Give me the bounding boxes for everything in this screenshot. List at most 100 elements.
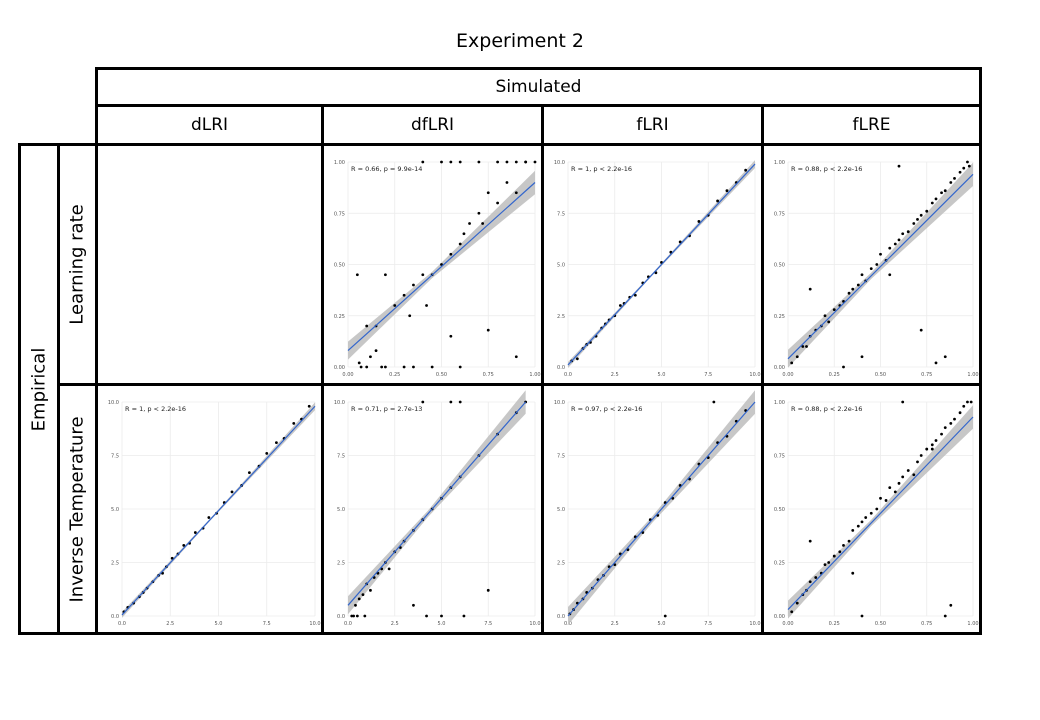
- confidence-band: [348, 390, 526, 615]
- cell-learning-rate-fLRE: 0.00 0.25 0.50 0.75 1.00 0.00 0.25 0.50 0.75 1.00…: [761, 143, 982, 386]
- x-tick-label: 0.75: [921, 621, 932, 627]
- data-point: [912, 473, 916, 477]
- data-point: [458, 242, 462, 246]
- data-point: [425, 304, 428, 307]
- data-point: [514, 191, 518, 195]
- data-point: [795, 601, 799, 605]
- y-tick-label: 5.0: [557, 507, 565, 513]
- y-tick-label: 0.75: [774, 454, 785, 460]
- data-point: [888, 486, 892, 489]
- regression-line: [121, 405, 316, 616]
- data-point: [449, 334, 453, 338]
- correlation-annotation: R = 1, p < 2.2e-16: [125, 405, 186, 413]
- y-tick-label: 0.25: [334, 314, 345, 320]
- y-tick-label: 5.0: [337, 507, 345, 513]
- regression-line: [347, 401, 527, 606]
- data-point: [906, 230, 910, 234]
- data-point: [930, 443, 934, 447]
- x-tick-label: 2.5: [611, 372, 619, 378]
- data-point: [357, 597, 361, 601]
- x-tick-label: 0.50: [875, 621, 886, 627]
- data-point: [449, 160, 453, 164]
- y-tick-label: 7.5: [337, 454, 345, 460]
- data-point: [842, 543, 845, 547]
- y-tick-label: 0.25: [774, 561, 785, 567]
- data-point: [842, 365, 845, 369]
- data-point: [795, 355, 799, 359]
- data-point: [940, 432, 943, 436]
- data-point: [712, 400, 716, 404]
- data-point: [943, 426, 947, 430]
- y-tick-label: 0.75: [334, 211, 345, 217]
- scatter-plot-learning-rate-fLRI: 0.0 2.5 5.0 7.5 10.0 0.0 2.5 5.0 7.5 10.0 R = 1, p…: [554, 160, 761, 378]
- data-point: [440, 614, 443, 618]
- data-point: [533, 160, 537, 164]
- data-point: [357, 361, 361, 365]
- data-point: [384, 365, 387, 369]
- data-point: [716, 199, 719, 203]
- data-point: [505, 181, 509, 184]
- data-point: [808, 539, 812, 543]
- y-tick-label: 0.0: [111, 614, 119, 620]
- data-point: [856, 283, 860, 287]
- data-point: [421, 160, 425, 164]
- cell-learning-rate-fLRI: 0.0 2.5 5.0 7.5 10.0 0.0 2.5 5.0 7.5 10.0 R = 1, p…: [541, 143, 764, 386]
- data-point: [486, 588, 490, 592]
- data-point: [182, 543, 186, 547]
- data-point: [949, 603, 953, 607]
- data-point: [897, 481, 901, 485]
- data-point: [869, 511, 873, 515]
- data-point: [875, 507, 879, 511]
- data-point: [962, 166, 966, 170]
- data-point: [402, 293, 406, 297]
- y-tick-label: 0.50: [774, 507, 785, 513]
- scatter-plot-inverse-temperature-fLRE: 0.00 0.25 0.50 0.75 1.00 0.00 0.25 0.50 0.75 1.00…: [774, 400, 979, 627]
- data-point: [934, 197, 938, 201]
- data-point: [884, 499, 888, 502]
- cell-inverse-temperature-dfLRI: 0.0 2.5 5.0 7.5 10.0 0.0 2.5 5.0 7.5 10.0 R = 0.71…: [321, 383, 544, 635]
- data-point: [953, 177, 956, 180]
- data-point: [458, 400, 462, 404]
- data-point: [801, 345, 805, 348]
- data-point: [888, 273, 892, 277]
- data-point: [943, 355, 947, 359]
- data-point: [925, 209, 929, 213]
- x-tick-label: 0.25: [389, 372, 400, 378]
- column-header-label: fLRE: [852, 115, 891, 135]
- data-point: [916, 218, 919, 221]
- data-point: [458, 160, 462, 164]
- regression-line: [567, 401, 756, 617]
- row-header-label: Learning rate: [67, 204, 88, 325]
- scatter-plot-inverse-temperature-fLRI: 0.02.55.07.510.00.02.55.07.510.0R = 0.97…: [554, 390, 761, 627]
- x-tick-label: 2.5: [611, 621, 619, 627]
- data-point: [408, 314, 412, 318]
- y-tick-label: 1.00: [774, 400, 785, 406]
- correlation-annotation: R = 1, p < 2.2e-16: [571, 165, 632, 173]
- x-tick-label: 5.0: [215, 621, 223, 627]
- x-tick-label: 0.0: [564, 372, 572, 378]
- data-point: [618, 304, 622, 307]
- data-point: [481, 222, 485, 225]
- data-point: [969, 400, 973, 404]
- column-header-label: dfLRI: [410, 115, 455, 135]
- data-point: [949, 422, 953, 425]
- x-tick-label: 2.5: [391, 621, 399, 627]
- x-tick-label: 5.0: [438, 621, 446, 627]
- y-tick-label: 5.0: [557, 263, 565, 269]
- confidence-band: [788, 162, 973, 368]
- cell-inverse-temperature-fLRE: 0.00 0.25 0.50 0.75 1.00 0.00 0.25 0.50 0.75 1.00…: [761, 383, 982, 635]
- data-point: [943, 189, 947, 193]
- data-point: [412, 283, 415, 287]
- regression-line: [347, 182, 536, 352]
- y-tick-label: 10.0: [554, 400, 565, 406]
- data-point: [575, 357, 579, 361]
- data-point: [365, 365, 369, 369]
- data-point: [897, 164, 901, 168]
- data-point: [359, 365, 363, 369]
- column-header-dLRI: dLRI: [95, 104, 324, 146]
- data-point: [832, 554, 836, 558]
- x-tick-label: 0.00: [342, 372, 353, 378]
- data-point: [966, 400, 969, 404]
- data-point: [827, 561, 831, 564]
- data-point: [193, 531, 197, 534]
